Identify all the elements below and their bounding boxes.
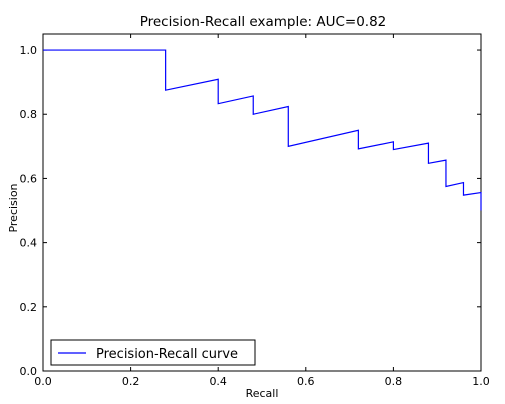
- y-axis-label: Precision: [7, 183, 20, 232]
- x-tick-label: 1.0: [472, 375, 490, 388]
- chart-title: Precision-Recall example: AUC=0.82: [140, 14, 387, 30]
- x-tick-label: 0.2: [122, 375, 140, 388]
- x-tick-label: 0.8: [385, 375, 403, 388]
- y-tick-label: 0.2: [20, 301, 38, 314]
- legend-label: Precision-Recall curve: [96, 347, 238, 362]
- x-tick-label: 0.6: [297, 375, 315, 388]
- x-tick-label: 0.0: [34, 375, 52, 388]
- precision-recall-curve-line: [43, 49, 482, 211]
- y-tick-label: 0.0: [20, 365, 38, 378]
- series-group: [43, 49, 482, 211]
- y-axis-ticks: 0.0 0.2 0.4 0.6 0.8 1.0: [20, 44, 481, 378]
- y-tick-label: 0.8: [20, 108, 38, 121]
- y-tick-label: 0.6: [20, 172, 38, 185]
- legend: Precision-Recall curve: [50, 339, 256, 366]
- plot-area-frame: [42, 33, 482, 372]
- x-axis-ticks: 0.0 0.2 0.4 0.6 0.8 1.0: [34, 34, 490, 388]
- y-tick-label: 0.4: [20, 237, 38, 250]
- x-tick-label: 0.4: [209, 375, 227, 388]
- x-axis-label: Recall: [246, 387, 279, 400]
- y-tick-label: 1.0: [20, 44, 38, 57]
